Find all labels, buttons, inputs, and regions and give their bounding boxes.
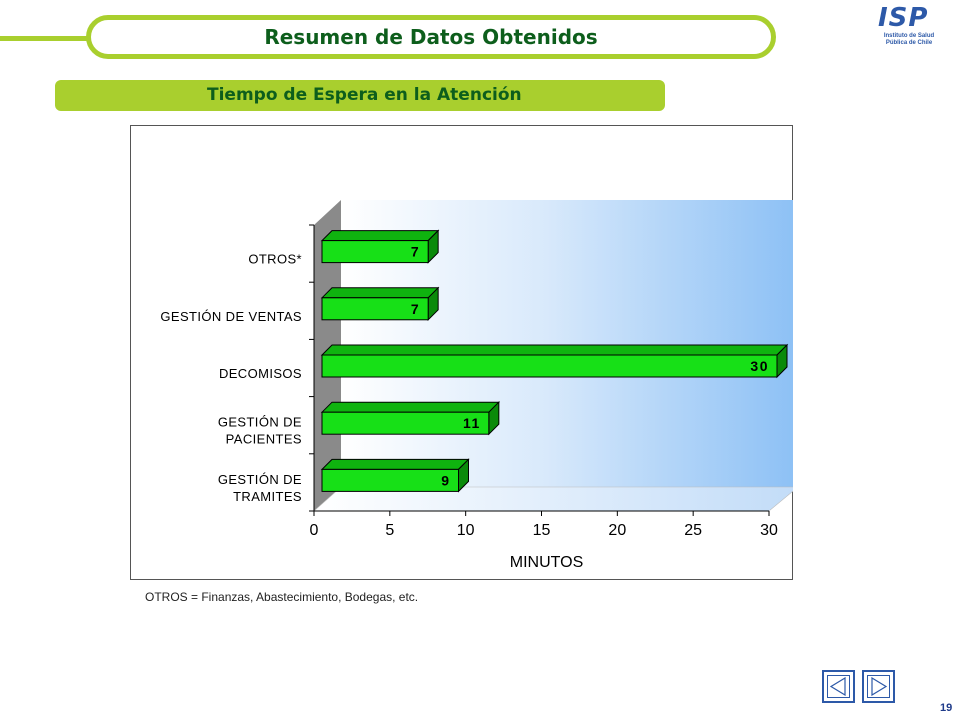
bar-top-face	[320, 458, 470, 470]
bar-top-face	[320, 344, 789, 356]
chart-footnote: OTROS = Finanzas, Abastecimiento, Bodega…	[145, 590, 419, 604]
page-number: 19	[940, 702, 953, 714]
category-label: GESTIÓN DE VENTAS	[160, 309, 302, 324]
data-label: 9	[441, 472, 450, 488]
x-tick-label: 10	[457, 522, 475, 539]
bar	[321, 240, 429, 264]
bar-top-face	[320, 287, 440, 299]
section-banner: Tiempo de Espera en la Atención	[55, 80, 665, 111]
category-label: OTROS*	[248, 252, 302, 267]
bar	[321, 468, 459, 492]
header-accent-line	[0, 36, 90, 41]
next-slide-button[interactable]	[862, 670, 895, 703]
category-label: PACIENTES	[226, 432, 302, 447]
bar-chart: 0 5 10 15 20 25 30 MINUTOS 9 GESTIÓN DE TRAMITES 11…	[160, 200, 793, 571]
bar	[321, 297, 429, 321]
data-label: 11	[463, 415, 481, 431]
x-tick-label: 0	[310, 522, 319, 539]
title-banner: Resumen de Datos Obtenidos	[86, 15, 776, 59]
section-subtitle: Tiempo de Espera en la Atención	[207, 85, 522, 105]
logo-subtext: Instituto de Salud Pública de Chile	[880, 33, 938, 47]
x-tick-label: 20	[608, 522, 626, 539]
logo-sub-line-2: Pública de Chile	[885, 40, 933, 46]
category-label: TRAMITES	[233, 489, 302, 504]
bar	[321, 354, 778, 378]
data-label: 30	[750, 358, 769, 374]
isp-logo: ISP Instituto de Salud Pública de Chile	[872, 3, 940, 51]
logo-sub-line-1: Instituto de Salud	[883, 33, 935, 39]
category-label: GESTIÓN DE	[218, 415, 302, 430]
logo-text: ISP	[878, 3, 929, 33]
x-tick-label: 25	[684, 522, 702, 539]
x-tick-label: 30	[760, 522, 778, 539]
data-label: 7	[411, 301, 420, 317]
bar-top-face	[320, 401, 501, 413]
category-label: DECOMISOS	[219, 366, 302, 381]
page-title: Resumen de Datos Obtenidos	[264, 25, 598, 49]
data-label: 7	[411, 244, 420, 260]
category-label: GESTIÓN DE	[218, 472, 302, 487]
bar-top-face	[320, 230, 440, 242]
bar	[321, 411, 490, 435]
triangle-left-icon	[829, 677, 846, 696]
x-axis-title: MINUTOS	[510, 554, 583, 571]
x-tick-label: 5	[385, 522, 394, 539]
x-tick-label: 15	[533, 522, 551, 539]
triangle-right-icon	[871, 677, 888, 696]
previous-slide-button[interactable]	[822, 670, 855, 703]
